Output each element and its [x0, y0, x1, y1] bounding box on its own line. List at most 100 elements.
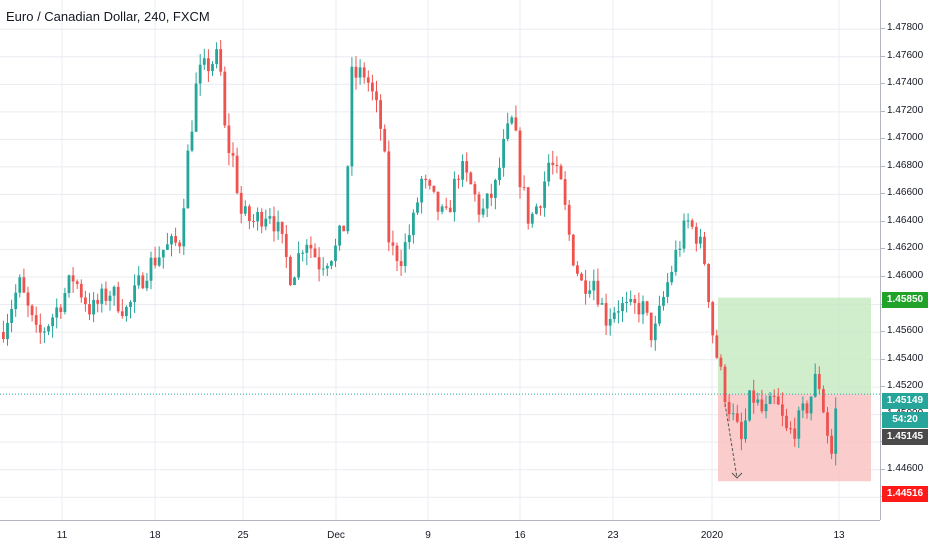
- time-tick-label: 25: [237, 530, 249, 541]
- candle: [592, 269, 596, 301]
- candle: [350, 57, 354, 176]
- candle-body: [826, 412, 829, 436]
- candle: [129, 300, 132, 319]
- candle-body: [100, 288, 104, 304]
- candle: [768, 391, 772, 405]
- candle-body: [399, 261, 403, 267]
- candle-body: [30, 305, 34, 316]
- candle-body: [629, 299, 633, 302]
- candle-body: [112, 286, 116, 296]
- candle-body: [465, 161, 469, 173]
- candle-body: [653, 323, 657, 341]
- overlays: [0, 393, 880, 479]
- candle-body: [10, 308, 13, 323]
- candle-body: [502, 138, 505, 168]
- candle-body: [785, 415, 788, 429]
- candle: [18, 274, 22, 298]
- candle-body: [116, 286, 120, 312]
- symbol-title[interactable]: Euro / Canadian Dollar, 240, FXCM: [6, 9, 210, 24]
- candle-body: [338, 225, 341, 246]
- candle-body: [34, 315, 38, 325]
- candle: [633, 295, 637, 314]
- candlestick-plot[interactable]: [0, 0, 880, 520]
- candle: [133, 274, 136, 313]
- time-tick-label: 16: [514, 530, 526, 541]
- candle-body: [108, 295, 112, 301]
- candle-body: [571, 234, 575, 266]
- candle-body: [559, 165, 563, 180]
- candle-body: [469, 172, 473, 185]
- candle: [510, 115, 514, 125]
- candle: [703, 231, 706, 266]
- candle: [231, 142, 235, 168]
- candle: [748, 389, 751, 422]
- candle-body: [170, 236, 173, 245]
- last-price-badge: 1.45145: [882, 429, 928, 445]
- candle-body: [280, 221, 284, 234]
- candle: [284, 225, 288, 269]
- candle-body: [96, 299, 100, 304]
- candle-body: [707, 263, 710, 303]
- candle: [202, 48, 206, 70]
- candle-body: [407, 235, 411, 243]
- candle: [637, 292, 641, 323]
- candle-body: [235, 155, 239, 193]
- candle-body: [47, 326, 50, 332]
- candle: [600, 297, 604, 306]
- candle: [252, 214, 255, 228]
- price-tick-label: 1.45400: [880, 352, 924, 364]
- candle: [387, 140, 391, 252]
- candle: [563, 171, 567, 211]
- candle: [448, 199, 452, 213]
- candle: [166, 232, 169, 251]
- candle-body: [834, 408, 838, 454]
- candle-body: [161, 249, 165, 258]
- candle: [399, 249, 403, 276]
- candle-body: [772, 395, 776, 397]
- candle: [55, 298, 59, 329]
- candle-body: [354, 66, 358, 78]
- candle-body: [715, 335, 719, 358]
- candle-body: [301, 252, 305, 254]
- price-tick-label: 1.46000: [880, 270, 924, 281]
- candle: [157, 246, 161, 267]
- candle-body: [576, 265, 579, 274]
- candle: [170, 233, 173, 257]
- candle: [444, 197, 448, 210]
- candle-body: [215, 49, 218, 65]
- candle-body: [412, 212, 415, 236]
- candle-body: [92, 299, 95, 315]
- candle-body: [756, 399, 760, 403]
- candle-body: [625, 301, 628, 304]
- candle-body: [768, 395, 772, 404]
- candle: [108, 290, 112, 311]
- entry-price-badge: 1.45149: [882, 393, 928, 409]
- price-tick-label: 1.47400: [880, 77, 924, 89]
- time-tick-label: 18: [149, 530, 161, 541]
- candle: [174, 227, 177, 246]
- candle: [694, 222, 698, 252]
- candle: [485, 192, 489, 218]
- candle: [338, 224, 341, 251]
- candle-body: [6, 322, 9, 340]
- candle-body: [477, 194, 481, 215]
- candle: [580, 272, 583, 282]
- candle: [822, 385, 825, 414]
- candle: [682, 213, 686, 253]
- candle: [207, 49, 210, 82]
- candle: [473, 181, 477, 202]
- candle: [391, 230, 395, 256]
- candle: [149, 251, 153, 290]
- candle-body: [334, 245, 337, 262]
- candle-body: [137, 275, 141, 286]
- time-axis[interactable]: 11 18 25 Dec 9 16 23 2020 13: [0, 520, 880, 551]
- candle-body: [604, 303, 608, 326]
- candle: [670, 265, 674, 286]
- candle-body: [219, 49, 223, 72]
- candle-body: [711, 302, 715, 336]
- candle: [526, 186, 530, 230]
- candle: [239, 186, 243, 224]
- candle: [79, 279, 83, 303]
- candle-body: [207, 58, 210, 72]
